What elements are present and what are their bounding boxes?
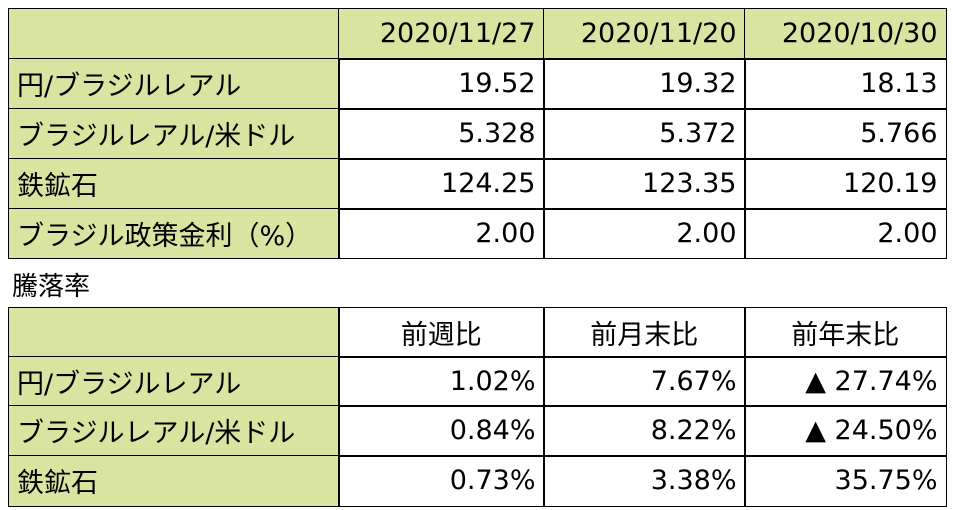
value-cell: 3.38% [543,455,746,507]
row-label: ブラジルレアル/米ドル [8,405,340,457]
header-cell: 2020/10/30 [744,8,947,60]
value-cell: 2.00 [338,208,545,259]
row-label: 円/ブラジルレアル [8,356,340,407]
value-cell: 0.73% [338,455,545,507]
value-cell: 5.328 [338,108,545,160]
header-cell: 前週比 [338,307,545,358]
value-cell: 124.25 [338,158,545,210]
value-cell: 5.766 [744,108,947,160]
row-label: 円/ブラジルレアル [8,58,340,110]
row-label: ブラジルレアル/米ドル [8,108,340,160]
value-cell: 1.02% [338,356,545,407]
value-cell: 19.52 [338,58,545,110]
header-cell: 前年末比 [744,307,947,358]
header-cell [8,307,340,358]
value-cell: 5.372 [543,108,746,160]
value-cell: 8.22% [543,405,746,457]
header-cell [8,8,340,60]
value-cell: ▲ 27.74% [744,356,947,407]
value-cell: 120.19 [744,158,947,210]
header-cell: 前月末比 [543,307,746,358]
value-cell: 2.00 [543,208,746,259]
row-label: ブラジル政策金利（%） [8,208,340,259]
caption: 騰落率 [12,272,91,302]
value-cell: 35.75% [744,455,947,507]
value-cell: ▲ 24.50% [744,405,947,457]
header-cell: 2020/11/27 [338,8,545,60]
value-cell: 123.35 [543,158,746,210]
row-label: 鉄鉱石 [8,455,340,507]
value-cell: 7.67% [543,356,746,407]
value-cell: 19.32 [543,58,746,110]
value-cell: 0.84% [338,405,545,457]
row-label: 鉄鉱石 [8,158,340,210]
value-cell: 18.13 [744,58,947,110]
value-cell: 2.00 [744,208,947,259]
header-cell: 2020/11/20 [543,8,746,60]
